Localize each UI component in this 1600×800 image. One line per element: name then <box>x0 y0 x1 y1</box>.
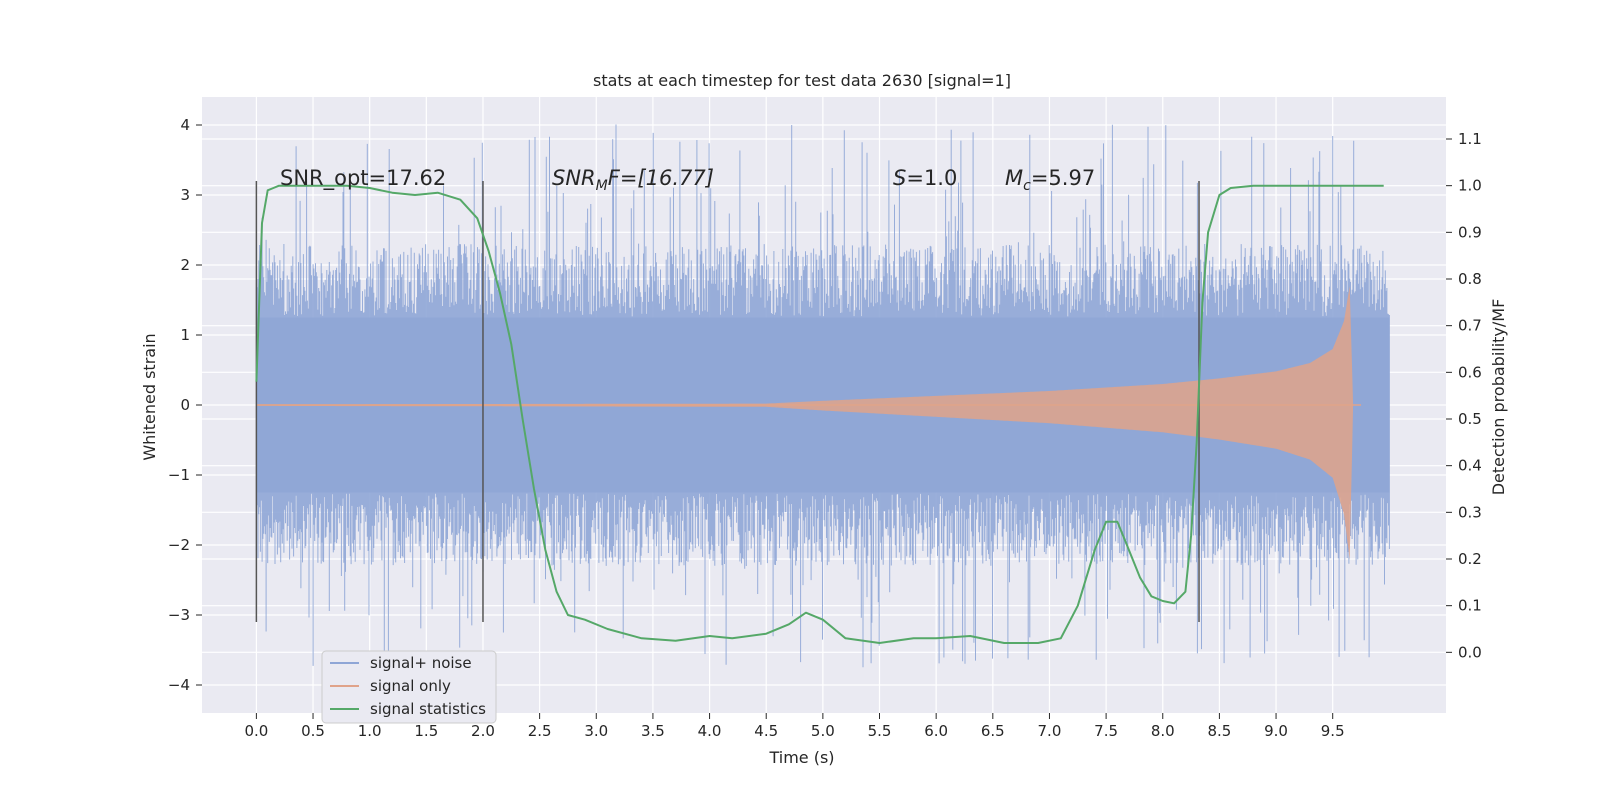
y2-tick-label: 0.7 <box>1458 317 1482 335</box>
series-signal-only <box>256 286 1362 560</box>
annotation-mc: Mc=5.97 <box>1005 166 1095 194</box>
x-tick-label: 0.0 <box>244 722 268 740</box>
y-tick-label: 0 <box>180 396 190 414</box>
y2-tick-label: 0.8 <box>1458 270 1482 288</box>
y2-axis-title: Detection probability/MF <box>1489 299 1508 496</box>
x-tick-label: 5.0 <box>811 722 835 740</box>
x-tick-label: 9.5 <box>1321 722 1345 740</box>
x-tick-label: 3.0 <box>584 722 608 740</box>
y-tick-label: −1 <box>168 466 190 484</box>
x-tick-label: 4.0 <box>698 722 722 740</box>
x-tick-label: 7.5 <box>1094 722 1118 740</box>
x-tick-label: 2.0 <box>471 722 495 740</box>
chart-title: stats at each timestep for test data 263… <box>593 71 1011 90</box>
y2-tick-label: 0.1 <box>1458 597 1482 615</box>
legend-label-signal-noise: signal+ noise <box>370 654 472 672</box>
legend-label-signal-only: signal only <box>370 677 451 695</box>
y2-tick-label: 1.1 <box>1458 130 1482 148</box>
x-tick-label: 9.0 <box>1264 722 1288 740</box>
annotation-snr-opt: SNR_opt=17.62 <box>280 166 446 191</box>
y-tick-label: −2 <box>168 536 190 554</box>
y2-tick-label: 0.9 <box>1458 223 1482 241</box>
x-tick-label: 8.5 <box>1207 722 1231 740</box>
signal-only-envelope <box>256 286 1354 560</box>
y2-tick-label: 0.3 <box>1458 503 1482 521</box>
y2-tick-label: 1.0 <box>1458 177 1482 195</box>
y2-tick-label: 0.6 <box>1458 363 1482 381</box>
x-tick-label: 6.5 <box>981 722 1005 740</box>
x-tick-label: 1.0 <box>358 722 382 740</box>
y2-tick-label: 0.4 <box>1458 457 1482 475</box>
x-tick-label: 6.0 <box>924 722 948 740</box>
x-tick-label: 1.5 <box>414 722 438 740</box>
x-axis-ticks: 0.0 0.5 1.0 1.5 2.0 2.5 3.0 3.5 4.0 4.5 5.0 5.5 6.0 6… <box>244 713 1345 740</box>
x-tick-label: 5.5 <box>868 722 892 740</box>
annotation-s: S=1.0 <box>893 166 957 190</box>
y2-tick-label: 0.2 <box>1458 550 1482 568</box>
x-tick-label: 3.5 <box>641 722 665 740</box>
y-axis-title: Whitened strain <box>140 333 159 460</box>
legend-box <box>321 650 497 724</box>
signal-statistics-line <box>255 184 1384 644</box>
x-tick-label: 2.5 <box>528 722 552 740</box>
y-tick-label: 3 <box>180 186 190 204</box>
series-signal-statistics <box>255 184 1384 644</box>
y2-tick-label: 0.0 <box>1458 643 1482 661</box>
x-tick-label: 0.5 <box>301 722 325 740</box>
x-tick-label: 4.5 <box>754 722 778 740</box>
x-axis-title: Time (s) <box>768 748 834 767</box>
legend-label-signal-statistics: signal statistics <box>370 700 486 718</box>
y-tick-label: 1 <box>180 326 190 344</box>
y-axis-ticks: 4 3 2 1 0 −1 −2 −3 −4 <box>168 116 202 694</box>
legend: signal+ noise signal only signal statist… <box>321 650 497 724</box>
y-tick-label: −3 <box>168 606 190 624</box>
y2-tick-label: 0.5 <box>1458 410 1482 428</box>
y-tick-label: −4 <box>168 676 190 694</box>
annotations: SNR_opt=17.62 SNRMF=[16.77] S=1.0 Mc=5.9… <box>280 166 1095 194</box>
annotation-snr-mf: SNRMF=[16.77] <box>552 166 714 194</box>
y2-axis-ticks: 1.1 1.0 0.9 0.8 0.7 0.6 0.5 0.4 0.3 0.2 0.1 0.0 <box>1446 130 1482 661</box>
y-tick-label: 2 <box>180 256 190 274</box>
y-tick-label: 4 <box>180 116 190 134</box>
x-tick-label: 7.0 <box>1038 722 1062 740</box>
x-tick-label: 8.0 <box>1151 722 1175 740</box>
